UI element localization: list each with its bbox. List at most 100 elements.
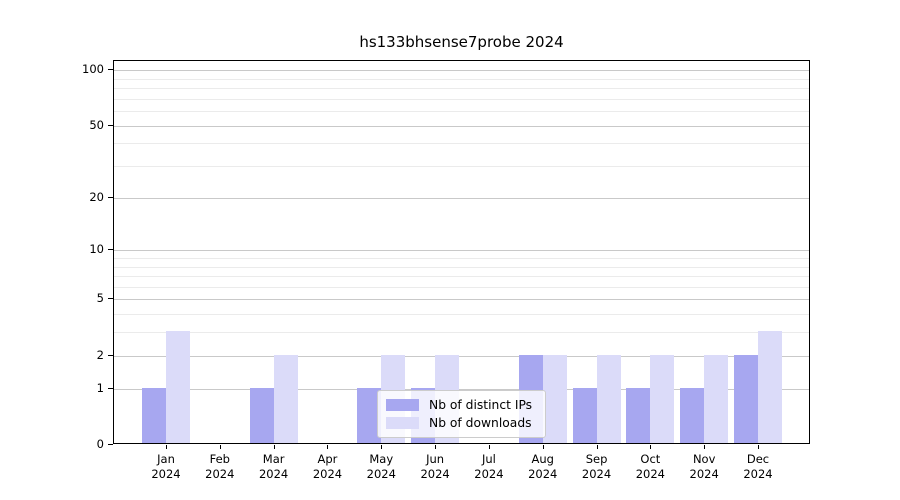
bar-downloads-oct <box>650 354 675 443</box>
bar-distinct-ips-nov <box>680 387 705 443</box>
x-tick-month: Sep <box>585 452 608 466</box>
x-tick-month: Oct <box>640 452 661 466</box>
bar-downloads-nov <box>704 354 729 443</box>
x-tick-label: Nov 2024 <box>676 452 732 482</box>
x-tick-year: 2024 <box>689 467 719 481</box>
x-tick <box>488 445 490 449</box>
gridline-major <box>114 70 809 72</box>
x-tick <box>704 445 706 449</box>
gridline-minor <box>114 266 809 268</box>
y-tick <box>108 196 113 198</box>
y-tick <box>108 69 113 71</box>
gridline-minor <box>114 111 809 113</box>
x-tick-label: Dec 2024 <box>730 452 786 482</box>
legend-item-distinct-ips: Nb of distinct IPs <box>386 396 537 414</box>
legend-label-downloads: Nb of downloads <box>429 416 532 430</box>
y-tick-label: 100 <box>82 62 104 77</box>
x-tick-label: May 2024 <box>353 452 409 482</box>
legend: Nb of distinct IPs Nb of downloads <box>377 390 546 438</box>
x-tick-month: Jun <box>426 452 445 466</box>
gridline-major <box>114 388 809 390</box>
bar-downloads-jan <box>166 331 190 443</box>
y-tick <box>108 298 113 300</box>
x-tick-label: Oct 2024 <box>622 452 678 482</box>
x-tick <box>650 445 652 449</box>
x-tick <box>542 445 544 449</box>
y-tick-label: 5 <box>96 291 104 306</box>
gridline-minor <box>114 78 809 80</box>
x-tick-year: 2024 <box>205 467 235 481</box>
x-tick <box>166 445 167 449</box>
x-tick-month: May <box>369 452 394 466</box>
gridline-minor <box>114 332 809 334</box>
legend-swatch-downloads <box>386 417 419 429</box>
x-tick-label: Jun 2024 <box>407 452 463 482</box>
y-tick <box>108 354 113 356</box>
x-tick-month: Dec <box>746 452 770 466</box>
x-tick-year: 2024 <box>635 467 665 481</box>
x-tick-month: Jan <box>157 452 175 466</box>
x-tick-label: Jul 2024 <box>461 452 517 482</box>
x-tick-year: 2024 <box>258 467 289 481</box>
x-tick-label: Aug 2024 <box>515 452 571 482</box>
y-tick-label: 10 <box>89 242 104 257</box>
gridline-minor <box>114 314 809 316</box>
y-tick-label: 0 <box>96 437 104 451</box>
x-tick <box>327 445 329 449</box>
bar-distinct-ips-sep <box>572 387 597 443</box>
bar-downloads-aug <box>542 354 567 443</box>
x-tick <box>435 445 437 449</box>
gridline-minor <box>114 98 809 100</box>
x-tick-month: Aug <box>531 452 554 466</box>
x-tick-label: Feb 2024 <box>192 452 248 482</box>
gridline-minor <box>114 257 809 259</box>
x-tick-label: Apr 2024 <box>299 452 355 482</box>
bar-downloads-dec <box>758 331 782 443</box>
gridline-major <box>114 299 809 301</box>
bar-distinct-ips-mar <box>249 387 274 443</box>
gridline-major <box>114 250 809 252</box>
x-tick <box>273 445 275 449</box>
x-tick-year: 2024 <box>743 467 773 481</box>
chart-title: hs133bhsense7probe 2024 <box>359 33 564 51</box>
x-tick-label: Mar 2024 <box>246 452 302 482</box>
gridline-major <box>114 197 809 199</box>
x-tick-year: 2024 <box>151 467 181 481</box>
x-tick-month: Mar <box>262 452 285 466</box>
y-tick <box>108 124 113 126</box>
bar-distinct-ips-dec <box>734 354 758 443</box>
y-tick <box>108 249 113 251</box>
x-tick-month: Nov <box>692 452 716 466</box>
legend-item-downloads: Nb of downloads <box>386 414 537 432</box>
y-tick-label: 1 <box>96 380 104 395</box>
bar-downloads-mar <box>273 354 298 443</box>
x-tick-month: Apr <box>317 452 338 466</box>
x-tick-month: Feb <box>209 452 230 466</box>
gridline-major <box>114 125 809 127</box>
legend-swatch-distinct-ips <box>386 399 419 411</box>
gridline-minor <box>114 88 809 90</box>
x-tick <box>219 445 221 449</box>
plot-area <box>113 60 810 444</box>
gridline-minor <box>114 166 809 168</box>
x-tick-month: Jul <box>481 452 496 466</box>
bar-downloads-sep <box>596 354 621 443</box>
x-tick-year: 2024 <box>366 467 396 481</box>
x-tick-label: Jan 2024 <box>138 452 194 482</box>
x-tick-year: 2024 <box>581 467 612 481</box>
y-tick-label: 20 <box>89 189 104 204</box>
y-tick-label: 2 <box>96 347 104 362</box>
x-tick-year: 2024 <box>312 467 343 481</box>
gridline-major <box>114 355 809 357</box>
x-tick-year: 2024 <box>474 467 504 481</box>
x-tick-label: Sep 2024 <box>569 452 625 482</box>
x-tick <box>596 445 598 449</box>
x-tick <box>381 445 383 449</box>
y-tick <box>108 444 113 445</box>
x-tick-year: 2024 <box>528 467 558 481</box>
gridline-minor <box>114 276 809 278</box>
y-tick-label: 50 <box>89 117 104 132</box>
bar-distinct-ips-oct <box>626 387 651 443</box>
gridline-minor <box>114 143 809 145</box>
